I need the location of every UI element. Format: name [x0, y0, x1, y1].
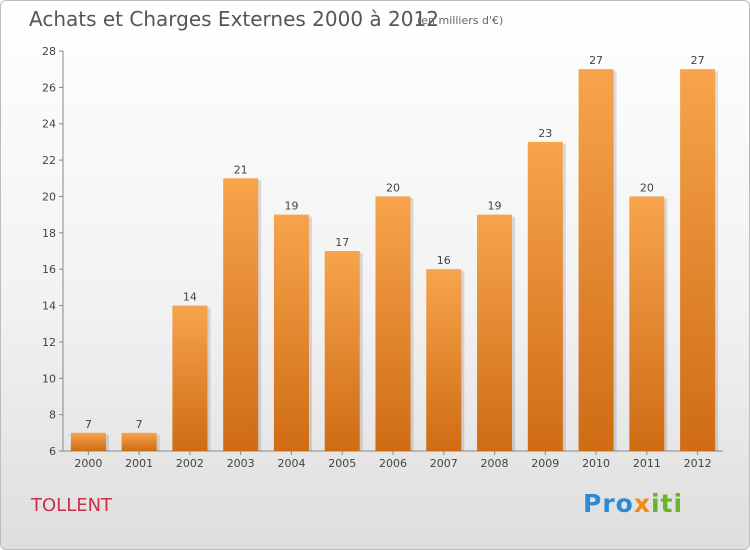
- x-tick-label: 2010: [582, 457, 610, 470]
- bar-value-label: 21: [234, 163, 248, 176]
- bar-value-label: 27: [589, 54, 603, 67]
- y-tick-label: 8: [49, 409, 56, 422]
- logo-part-3: iti: [650, 489, 684, 518]
- x-tick-label: 2009: [531, 457, 559, 470]
- proxiti-logo: Proxiti: [583, 489, 683, 518]
- bar: [273, 214, 309, 451]
- y-tick-label: 22: [42, 154, 56, 167]
- bar: [121, 432, 157, 451]
- bar-value-label: 17: [335, 236, 349, 249]
- x-tick-label: 2008: [481, 457, 509, 470]
- y-tick-label: 18: [42, 227, 56, 240]
- bar-value-label: 19: [284, 200, 298, 213]
- bar: [578, 69, 614, 451]
- x-tick-label: 2007: [430, 457, 458, 470]
- x-tick-label: 2000: [74, 457, 102, 470]
- bar: [375, 196, 411, 451]
- bar-value-label: 23: [538, 127, 552, 140]
- y-tick-label: 20: [42, 190, 56, 203]
- x-tick-label: 2004: [277, 457, 305, 470]
- bar: [477, 214, 513, 451]
- bar: [70, 432, 106, 451]
- y-tick-label: 14: [42, 300, 56, 313]
- y-tick-label: 12: [42, 336, 56, 349]
- bar-value-label: 27: [691, 54, 705, 67]
- bar-value-label: 7: [85, 418, 92, 431]
- y-tick-label: 6: [49, 445, 56, 458]
- bar-value-label: 19: [488, 200, 502, 213]
- bar: [629, 196, 665, 451]
- x-tick-label: 2002: [176, 457, 204, 470]
- logo-part-2: x: [633, 489, 651, 518]
- x-tick-label: 2005: [328, 457, 356, 470]
- bar: [172, 305, 208, 451]
- chart-subtitle: (en milliers d'€): [417, 14, 504, 27]
- y-tick-label: 26: [42, 81, 56, 94]
- logo-part-1: Pro: [583, 489, 634, 518]
- chart-title: Achats et Charges Externes 2000 à 2012: [29, 7, 439, 31]
- bar: [223, 178, 259, 452]
- y-tick-label: 10: [42, 372, 56, 385]
- commune-name: TOLLENT: [31, 495, 113, 516]
- bar: [527, 141, 563, 451]
- bar-value-label: 20: [386, 181, 400, 194]
- x-tick-label: 2011: [633, 457, 661, 470]
- y-tick-label: 16: [42, 263, 56, 276]
- bar-value-label: 20: [640, 181, 654, 194]
- bar-value-label: 16: [437, 254, 451, 267]
- x-tick-label: 2006: [379, 457, 407, 470]
- bar: [680, 69, 716, 451]
- bar-value-label: 14: [183, 291, 197, 304]
- x-tick-label: 2003: [227, 457, 255, 470]
- y-tick-label: 28: [42, 45, 56, 58]
- bar: [426, 269, 462, 451]
- x-tick-label: 2001: [125, 457, 153, 470]
- bar-value-label: 7: [136, 418, 143, 431]
- y-tick-label: 24: [42, 118, 56, 131]
- x-tick-label: 2012: [684, 457, 712, 470]
- bar: [324, 251, 360, 451]
